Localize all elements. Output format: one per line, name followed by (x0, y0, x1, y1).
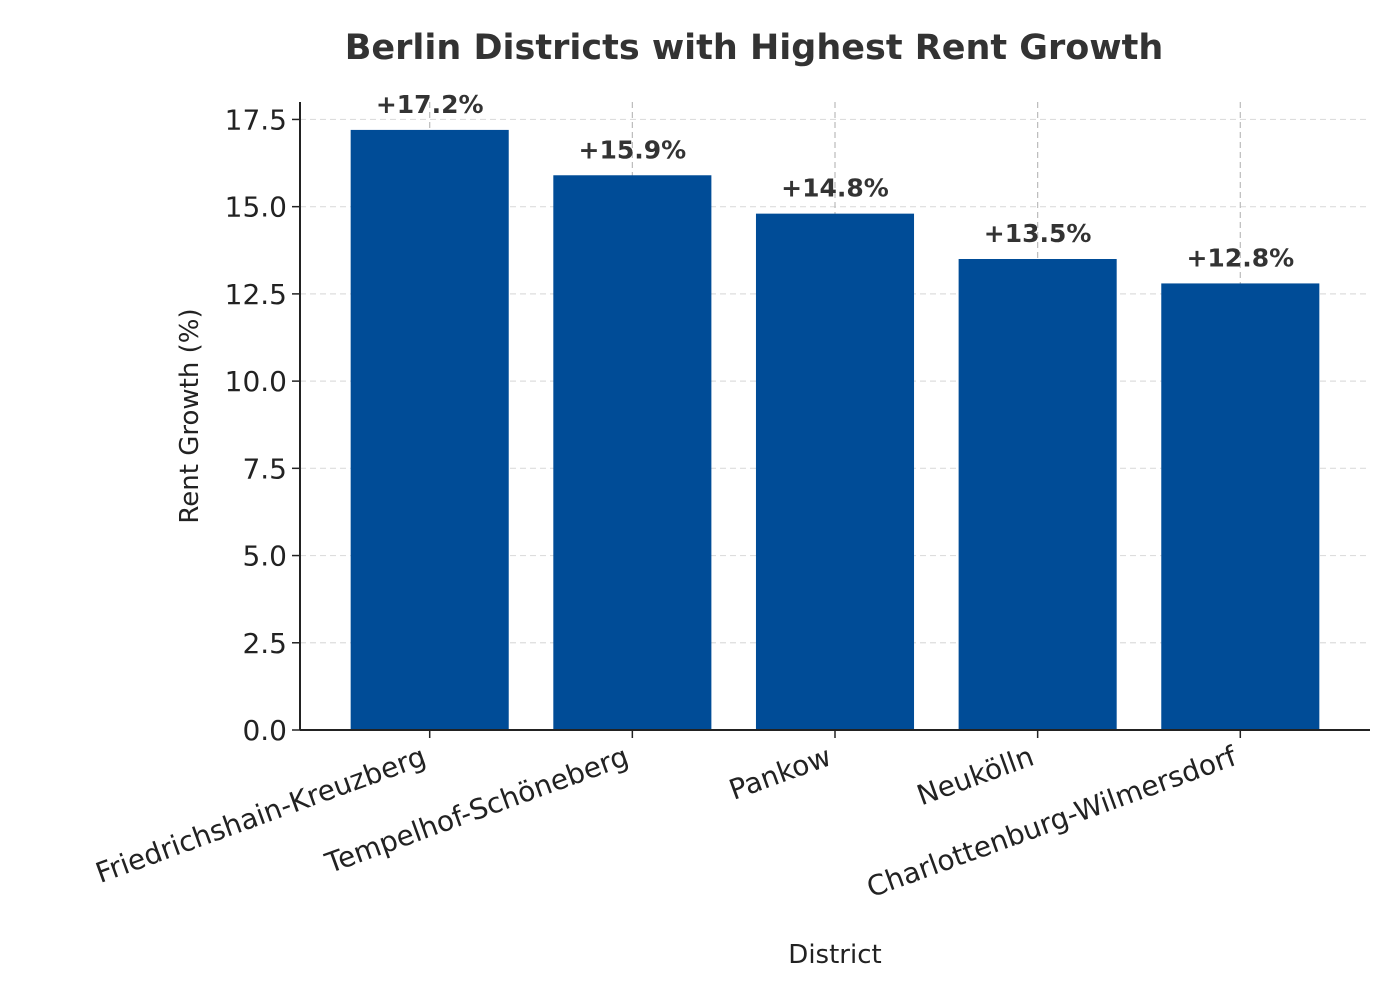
y-tick-label: 2.5 (242, 627, 287, 660)
bar (553, 175, 712, 730)
x-axis-label: District (788, 940, 881, 970)
axes (292, 102, 1370, 738)
data-label: +14.8% (781, 174, 889, 203)
y-tick-label: 17.5 (225, 103, 287, 136)
y-tick-label: 7.5 (242, 452, 287, 485)
chart-title: Berlin Districts with Highest Rent Growt… (345, 28, 1164, 68)
bar (958, 259, 1117, 730)
y-tick-label: 15.0 (225, 191, 287, 224)
y-tick-label: 12.5 (225, 278, 287, 311)
y-tick-label: 5.0 (242, 540, 287, 573)
x-tick-label: Charlottenburg-Wilmersdorf (862, 739, 1241, 904)
data-label: +15.9% (579, 135, 687, 164)
x-tick-label: Pankow (725, 740, 836, 807)
x-tick-label: Neukölln (913, 740, 1039, 813)
y-tick-label: 10.0 (225, 365, 287, 398)
bars (350, 129, 1320, 731)
bar (755, 213, 915, 731)
data-label: +17.2% (376, 90, 484, 119)
data-label: +13.5% (984, 219, 1092, 248)
x-tick-label: Friedrichshain-Kreuzberg (91, 740, 430, 890)
data-label: +12.8% (1186, 243, 1294, 272)
y-tick-label: 0.0 (242, 714, 287, 747)
bar (1161, 283, 1320, 730)
y-axis-label: Rent Growth (%) (175, 308, 205, 523)
bar (350, 129, 509, 730)
